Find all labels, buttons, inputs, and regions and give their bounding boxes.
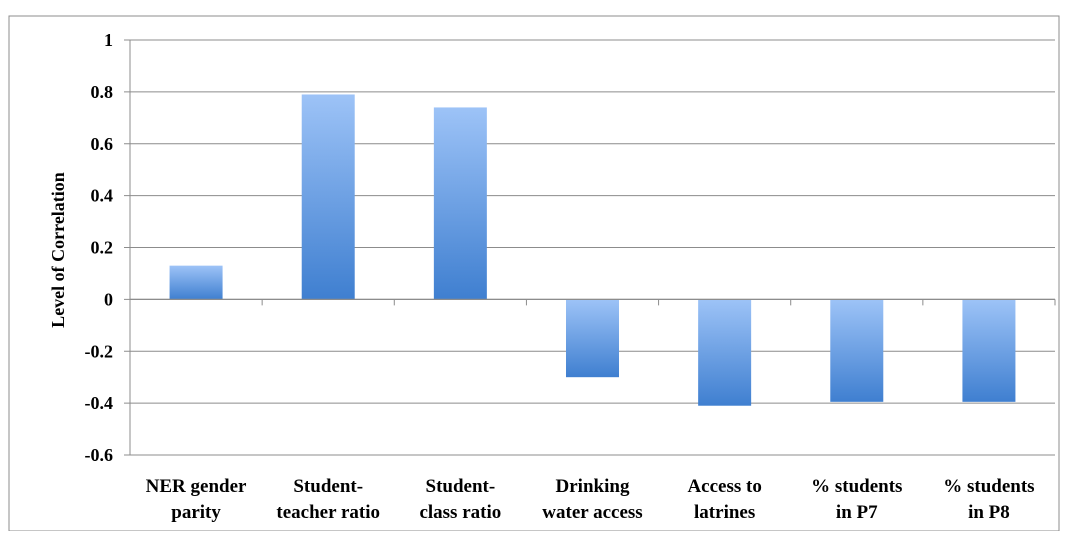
- x-tick-label: Drinking: [556, 476, 630, 497]
- y-tick-label: -0.4: [85, 393, 114, 413]
- x-tick-label: in P8: [968, 502, 1010, 523]
- x-tick-label: % students: [943, 476, 1034, 497]
- bar: [566, 299, 619, 378]
- y-tick-label: -0.6: [85, 445, 114, 465]
- bar: [962, 299, 1016, 402]
- x-tick-label: Student-: [426, 476, 496, 497]
- x-tick-label: teacher ratio: [276, 502, 380, 523]
- y-tick-label: 0.4: [91, 186, 114, 206]
- bar: [301, 94, 355, 300]
- x-tick-label: Access to: [687, 476, 761, 497]
- y-axis-label: Level of Correlation: [48, 172, 68, 328]
- x-tick-label: in P7: [836, 502, 878, 523]
- x-tick-label: % students: [811, 476, 902, 497]
- y-tick-label: -0.2: [85, 341, 114, 361]
- bar: [698, 299, 752, 406]
- y-tick-label: 0: [104, 289, 113, 309]
- y-tick-label: 0.6: [91, 134, 114, 154]
- y-tick-label: 0.2: [91, 238, 114, 258]
- chart-border: [8, 15, 1060, 532]
- y-tick-label: 1: [104, 30, 113, 50]
- bar: [830, 299, 884, 402]
- x-tick-label: water access: [542, 502, 642, 523]
- x-tick-label: Student-: [293, 476, 363, 497]
- y-tick-label: 0.8: [91, 82, 114, 102]
- x-tick-label: parity: [171, 502, 221, 523]
- x-tick-label: NER gender: [146, 476, 247, 497]
- x-tick-label: class ratio: [419, 502, 501, 523]
- bar: [433, 107, 487, 300]
- bar: [169, 265, 223, 300]
- x-tick-label: latrines: [694, 502, 755, 523]
